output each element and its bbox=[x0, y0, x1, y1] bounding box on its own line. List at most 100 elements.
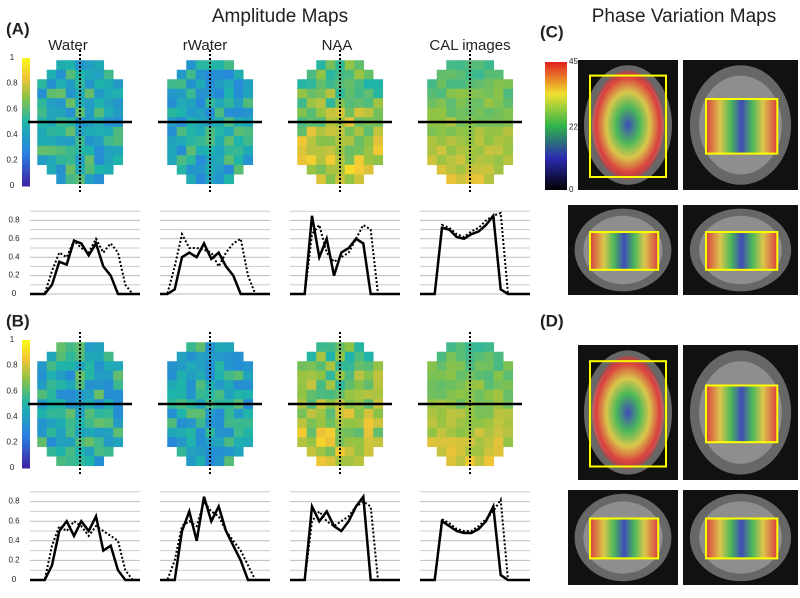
heatmap-cell bbox=[205, 136, 216, 147]
heatmap-cell bbox=[484, 342, 495, 353]
heatmap-cell bbox=[474, 136, 485, 147]
heatmap-cell bbox=[354, 136, 365, 147]
heatmap-cell bbox=[503, 88, 514, 99]
colorbar-cell bbox=[22, 432, 30, 437]
heatmap-cell bbox=[176, 126, 187, 137]
heatmap-cell bbox=[325, 136, 336, 147]
heatmap-cell bbox=[103, 389, 114, 400]
heatmap-cell bbox=[94, 88, 105, 99]
heatmap-cell bbox=[224, 174, 235, 185]
heatmap-cell bbox=[186, 126, 197, 137]
heatmap-cell bbox=[103, 98, 114, 109]
heatmap-cell bbox=[103, 427, 114, 438]
heatmap-cell bbox=[344, 107, 355, 118]
heatmap-cell bbox=[297, 79, 308, 90]
heatmap-cell bbox=[297, 361, 308, 372]
heatmap-cell bbox=[186, 380, 197, 391]
heatmap-cell bbox=[493, 389, 504, 400]
heatmap-cell bbox=[65, 427, 76, 438]
heatmap-cell bbox=[167, 126, 178, 137]
heatmap-cell bbox=[84, 126, 95, 137]
heatmap-cell bbox=[373, 380, 384, 391]
heatmap-cell bbox=[75, 164, 86, 175]
heatmap-cell bbox=[233, 427, 244, 438]
heatmap-cell bbox=[455, 98, 466, 109]
heatmap-cell bbox=[65, 69, 76, 80]
heatmap-cell bbox=[484, 446, 495, 457]
heatmap-cell bbox=[65, 164, 76, 175]
heatmap-cell bbox=[354, 98, 365, 109]
heatmap-cell bbox=[103, 136, 114, 147]
heatmap-cell bbox=[297, 389, 308, 400]
heatmap-cell bbox=[94, 79, 105, 90]
heatmap-cell bbox=[436, 389, 447, 400]
heatmap-cell bbox=[214, 437, 225, 448]
heatmap-cell bbox=[344, 98, 355, 109]
heatmap-cell bbox=[297, 136, 308, 147]
heatmap-cell bbox=[446, 456, 457, 467]
heatmap-cell bbox=[195, 427, 206, 438]
profile-line bbox=[420, 502, 530, 582]
heatmap-cell bbox=[195, 155, 206, 166]
heatmap-cell bbox=[214, 60, 225, 71]
heatmap-cell bbox=[233, 126, 244, 137]
heatmap-cell bbox=[344, 456, 355, 467]
heatmap-cell bbox=[84, 79, 95, 90]
colorbar-cell bbox=[22, 86, 30, 91]
heatmap-cell bbox=[306, 145, 317, 156]
heatmap-cell bbox=[455, 380, 466, 391]
heatmap-cell bbox=[354, 446, 365, 457]
heatmap-cell bbox=[103, 361, 114, 372]
heatmap-cell bbox=[224, 342, 235, 353]
heatmap-cell bbox=[186, 98, 197, 109]
heatmap-cell bbox=[446, 88, 457, 99]
heatmap-cell bbox=[354, 351, 365, 362]
heatmap-cell bbox=[325, 88, 336, 99]
heatmap-cell bbox=[56, 380, 67, 391]
heatmap-cell bbox=[56, 98, 67, 109]
heatmap-cell bbox=[94, 380, 105, 391]
heatmap-cell bbox=[233, 155, 244, 166]
heatmap-cell bbox=[56, 79, 67, 90]
heatmap-cell bbox=[455, 437, 466, 448]
heatmap-cell bbox=[195, 342, 206, 353]
heatmap-cell bbox=[474, 389, 485, 400]
colorbar-cell bbox=[22, 384, 30, 389]
heatmap-cell bbox=[493, 98, 504, 109]
heatmap-cell bbox=[56, 427, 67, 438]
phase-overlay bbox=[592, 355, 664, 470]
heatmap-cell bbox=[65, 446, 76, 457]
heatmap-cell bbox=[243, 145, 254, 156]
heatmap-cell bbox=[363, 164, 374, 175]
heatmap-cell bbox=[46, 418, 57, 429]
panel-label: (D) bbox=[540, 311, 564, 330]
heatmap-cell bbox=[427, 370, 438, 381]
colorbar-cell bbox=[22, 452, 30, 456]
heatmap-cell bbox=[94, 69, 105, 80]
heatmap-cell bbox=[474, 145, 485, 156]
heatmap-cell bbox=[233, 361, 244, 372]
heatmap-cell bbox=[344, 174, 355, 185]
heatmap-cell bbox=[37, 79, 48, 90]
heatmap-cell bbox=[484, 380, 495, 391]
heatmap-cell bbox=[316, 389, 327, 400]
heatmap-cell bbox=[103, 380, 114, 391]
heatmap-cell bbox=[344, 69, 355, 80]
heatmap-cell bbox=[373, 427, 384, 438]
heatmap-cell bbox=[474, 370, 485, 381]
heatmap-cell bbox=[493, 126, 504, 137]
heatmap-cell bbox=[37, 145, 48, 156]
heatmap-cell bbox=[37, 155, 48, 166]
heatmap-cell bbox=[167, 98, 178, 109]
phase-overlay bbox=[706, 385, 778, 443]
heatmap-cell bbox=[436, 88, 447, 99]
heatmap-cell bbox=[436, 136, 447, 147]
colorbar-cell bbox=[22, 365, 30, 370]
heatmap-cell bbox=[484, 79, 495, 90]
heatmap-cell bbox=[484, 69, 495, 80]
heatmap-cell bbox=[186, 389, 197, 400]
heatmap-cell bbox=[474, 60, 485, 71]
heatmap-cell bbox=[465, 155, 476, 166]
heatmap-cell bbox=[446, 408, 457, 419]
heatmap-cell bbox=[436, 361, 447, 372]
